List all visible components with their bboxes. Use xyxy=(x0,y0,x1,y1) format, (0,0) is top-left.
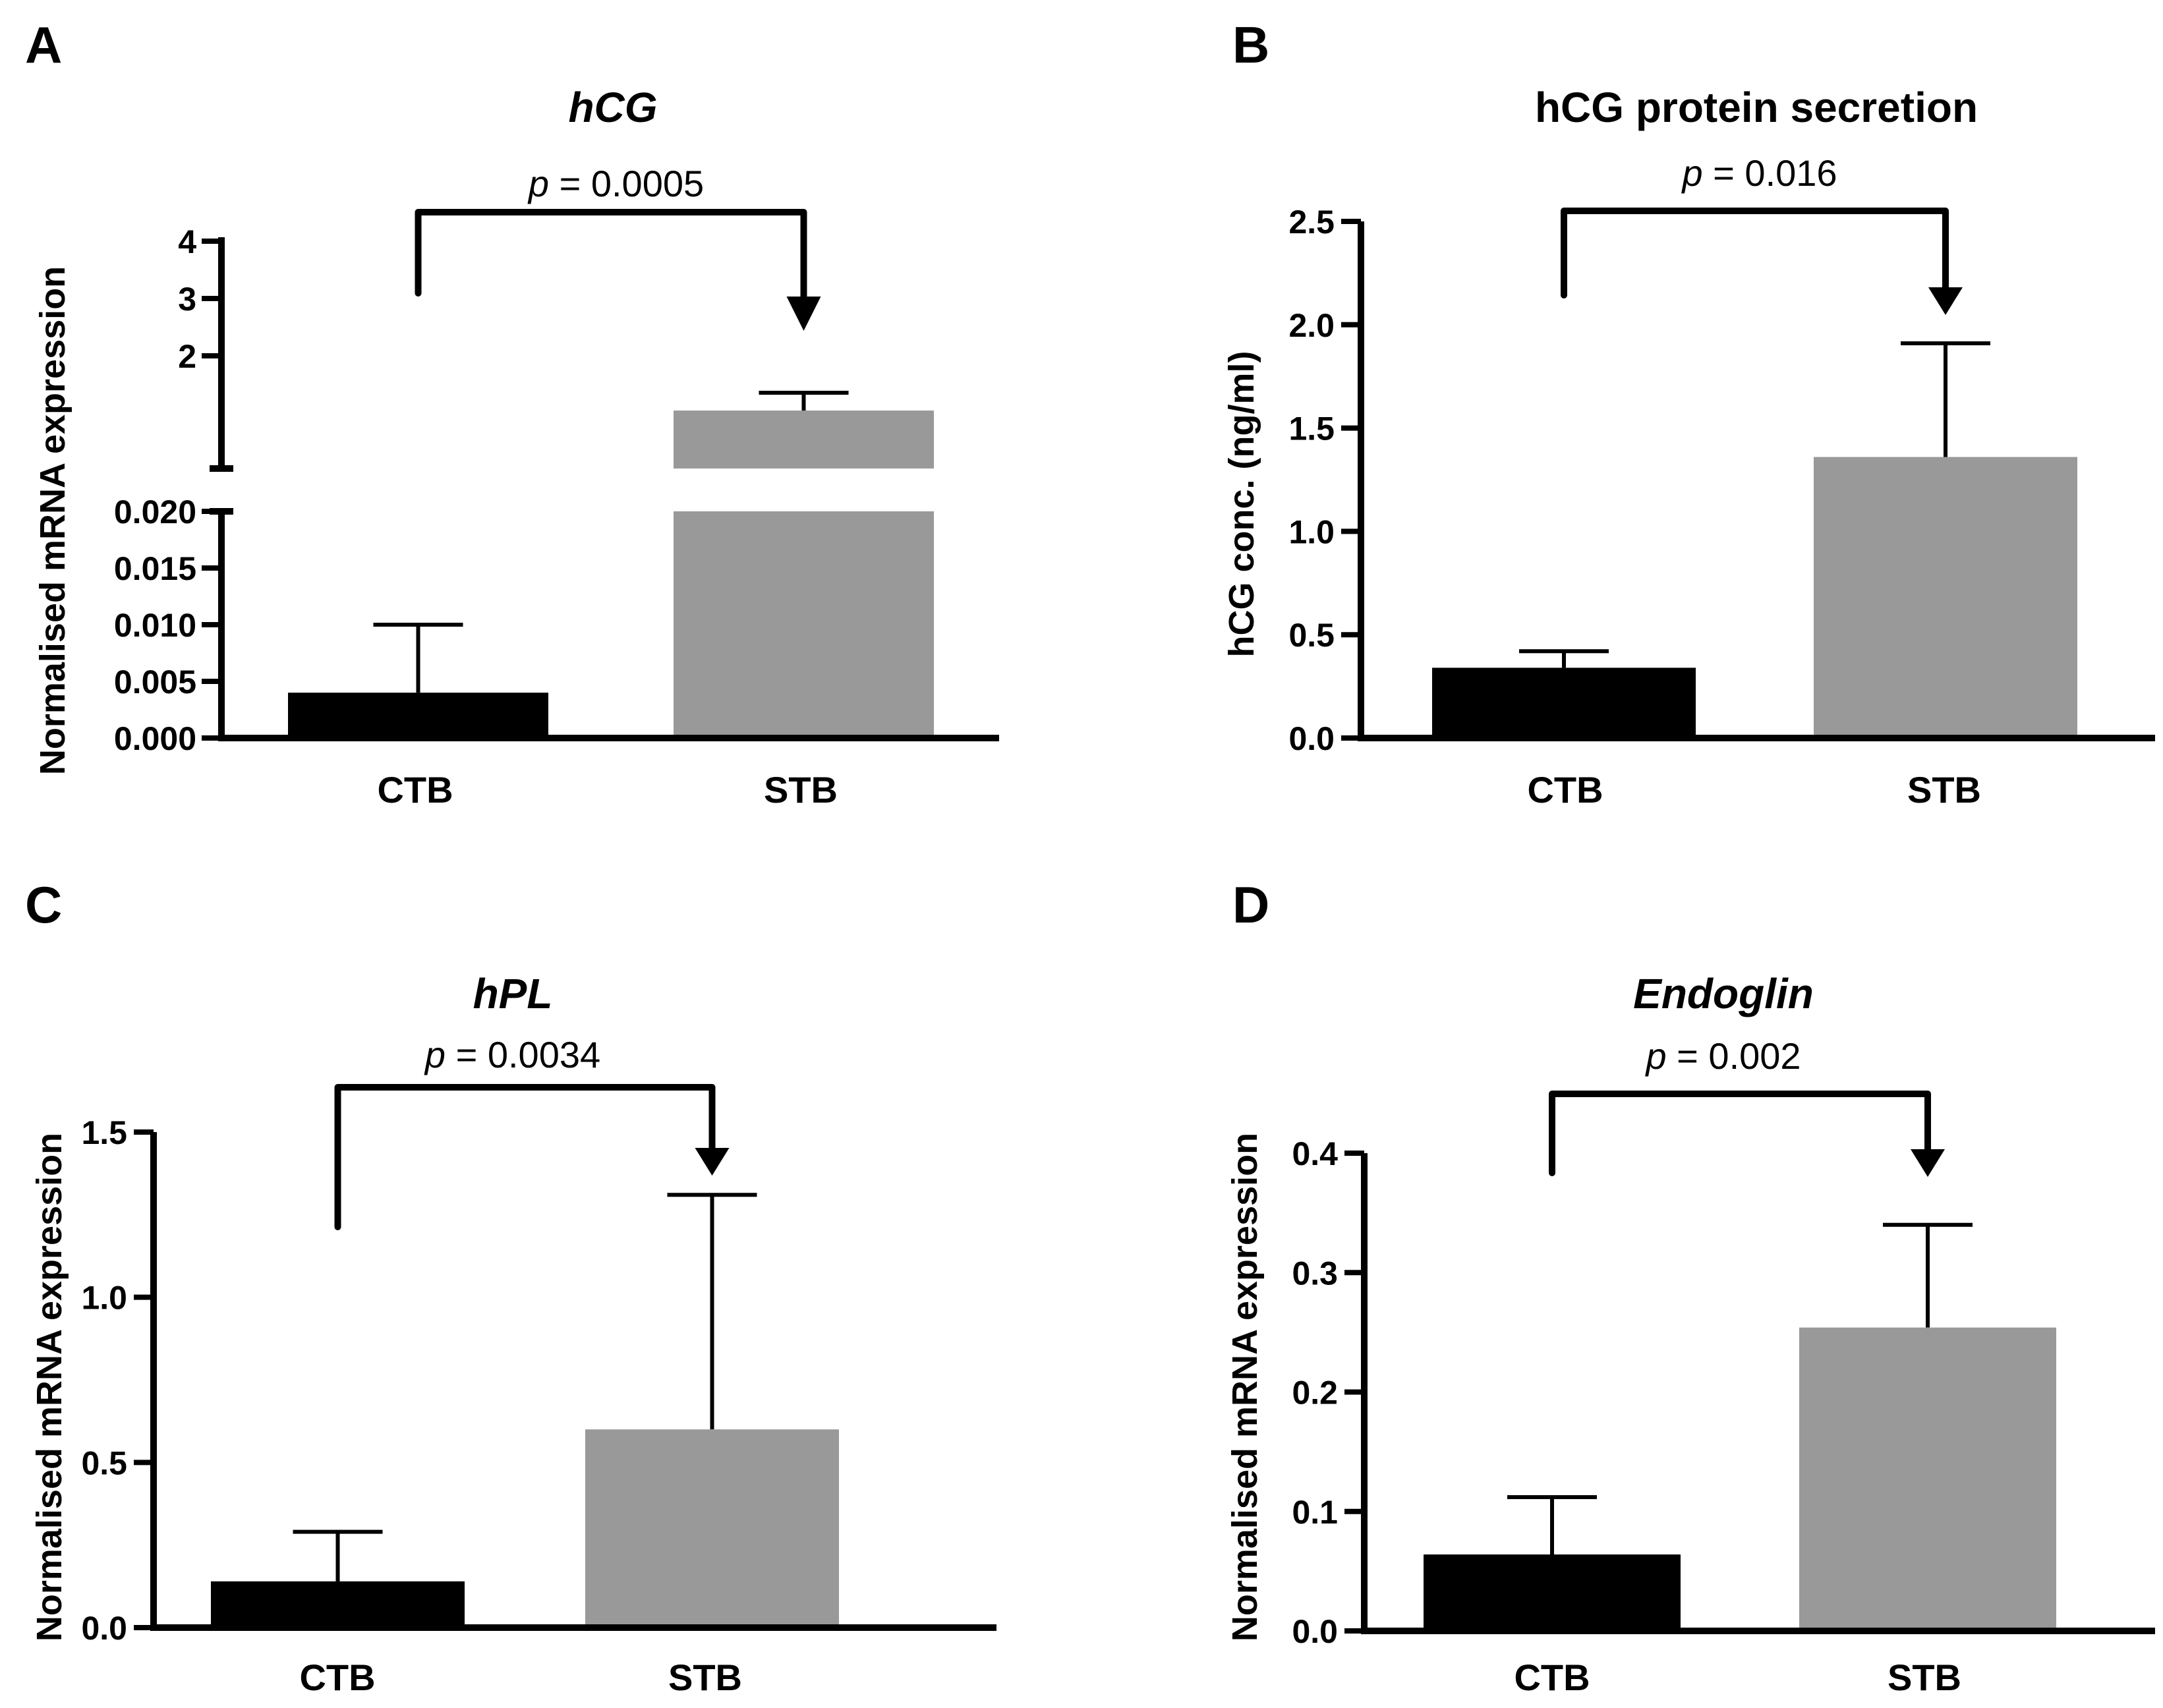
axes: 0.0 0.1 0.2 0.3 0.4 xyxy=(1292,1135,2155,1650)
x-tick-label: CTB xyxy=(1527,769,1603,811)
axes: 4 3 2 0.020 0.015 0.010 0.005 0.000 xyxy=(114,223,999,757)
y-tick-label: 1.5 xyxy=(81,1114,127,1151)
y-tick-label: 0.0 xyxy=(1288,720,1335,757)
bar-ctb xyxy=(288,693,548,735)
chart-title: hPL xyxy=(473,970,553,1017)
panel-c: C hPL p = 0.0034 Normalised mRNA express… xyxy=(25,876,996,1698)
panel-a: A hCG p = 0.0005 Normalised mRNA express… xyxy=(25,16,999,811)
chart-marks xyxy=(288,209,934,735)
bar-ctb xyxy=(1424,1554,1681,1628)
y-tick-label: 0.1 xyxy=(1292,1494,1338,1531)
significance-arrow xyxy=(786,297,821,331)
panel-letter: C xyxy=(25,876,62,934)
y-tick-label: 0.3 xyxy=(1292,1255,1338,1292)
y-tick-label: 1.0 xyxy=(81,1280,127,1317)
chart-title: hCG protein secretion xyxy=(1535,84,1978,131)
chart-marks xyxy=(1424,1091,2056,1628)
y-tick-label: 2.0 xyxy=(1288,307,1335,344)
y-tick-label: 0.005 xyxy=(114,664,196,700)
y-tick-label: 0.015 xyxy=(114,550,196,587)
y-tick-label: 1.0 xyxy=(1288,513,1335,550)
y-tick-label: 2 xyxy=(178,338,196,375)
significance-arrow xyxy=(1911,1149,1945,1177)
x-tick-label: STB xyxy=(668,1657,742,1698)
y-tick-label: 0.2 xyxy=(1292,1375,1338,1411)
x-tick-label: CTB xyxy=(299,1657,375,1698)
y-tick-label: 1.5 xyxy=(1288,411,1335,447)
y-tick-label: 0.5 xyxy=(1288,617,1335,654)
y-tick-label: 0.4 xyxy=(1292,1135,1338,1172)
panel-d: D Endoglin p = 0.002 Normalised mRNA exp… xyxy=(1225,876,2155,1698)
y-tick-label: 0.010 xyxy=(114,607,196,644)
bar-stb-lower xyxy=(674,511,934,735)
y-tick-label: 0.5 xyxy=(81,1444,127,1481)
axes: 0.0 0.5 1.0 1.5 xyxy=(81,1114,996,1647)
p-value-label: p = 0.016 xyxy=(1681,152,1837,194)
p-value-label: p = 0.0034 xyxy=(424,1034,600,1075)
y-tick-label: 4 xyxy=(178,223,196,260)
bar-stb-upper xyxy=(674,411,934,469)
panel-letter: B xyxy=(1232,16,1269,74)
y-tick-label: 2.5 xyxy=(1288,204,1335,241)
significance-bracket xyxy=(1561,208,1949,299)
significance-arrow xyxy=(1928,287,1963,315)
bar-ctb xyxy=(211,1581,465,1624)
y-tick-label: 0.000 xyxy=(114,720,196,757)
y-axis-label: hCG conc. (ng/ml) xyxy=(1222,351,1261,658)
x-tick-label: CTB xyxy=(1514,1657,1590,1698)
panel-letter: D xyxy=(1232,876,1269,934)
bar-ctb xyxy=(1432,668,1696,735)
significance-bracket xyxy=(1549,1091,1931,1176)
x-tick-label: STB xyxy=(764,769,838,811)
y-axis-label: Normalised mRNA expression xyxy=(30,1133,69,1641)
chart-marks xyxy=(1432,208,2077,735)
panel-letter: A xyxy=(25,16,62,74)
x-tick-label: CTB xyxy=(377,769,453,811)
x-tick-label: STB xyxy=(1888,1657,1961,1698)
p-value-label: p = 0.0005 xyxy=(527,163,704,204)
chart-title: Endoglin xyxy=(1633,970,1814,1017)
y-tick-label: 0.020 xyxy=(114,494,196,530)
bar-stb xyxy=(1814,457,2077,735)
significance-arrow xyxy=(695,1148,730,1176)
bar-stb xyxy=(1799,1327,2056,1628)
p-value-label: p = 0.002 xyxy=(1644,1035,1801,1077)
significance-bracket xyxy=(334,1084,716,1230)
panel-b: B hCG protein secretion p = 0.016 hCG co… xyxy=(1222,16,2155,811)
y-axis-label: Normalised mRNA expression xyxy=(1225,1133,1265,1641)
y-tick-label: 3 xyxy=(178,281,196,318)
chart-marks xyxy=(211,1084,839,1624)
y-tick-label: 0.0 xyxy=(1292,1613,1338,1650)
y-tick-label: 0.0 xyxy=(81,1610,127,1647)
y-axis-label: Normalised mRNA expression xyxy=(33,266,72,775)
significance-bracket xyxy=(415,209,807,316)
axes: 0.0 0.5 1.0 1.5 2.0 2.5 xyxy=(1288,204,2155,757)
bar-stb xyxy=(585,1429,839,1624)
x-tick-label: STB xyxy=(1907,769,1981,811)
chart-title: hCG xyxy=(568,84,657,131)
